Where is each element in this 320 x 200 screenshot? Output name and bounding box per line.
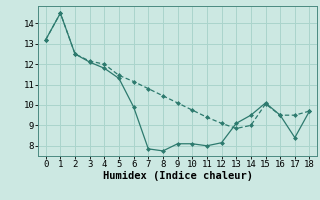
X-axis label: Humidex (Indice chaleur): Humidex (Indice chaleur) bbox=[103, 171, 252, 181]
